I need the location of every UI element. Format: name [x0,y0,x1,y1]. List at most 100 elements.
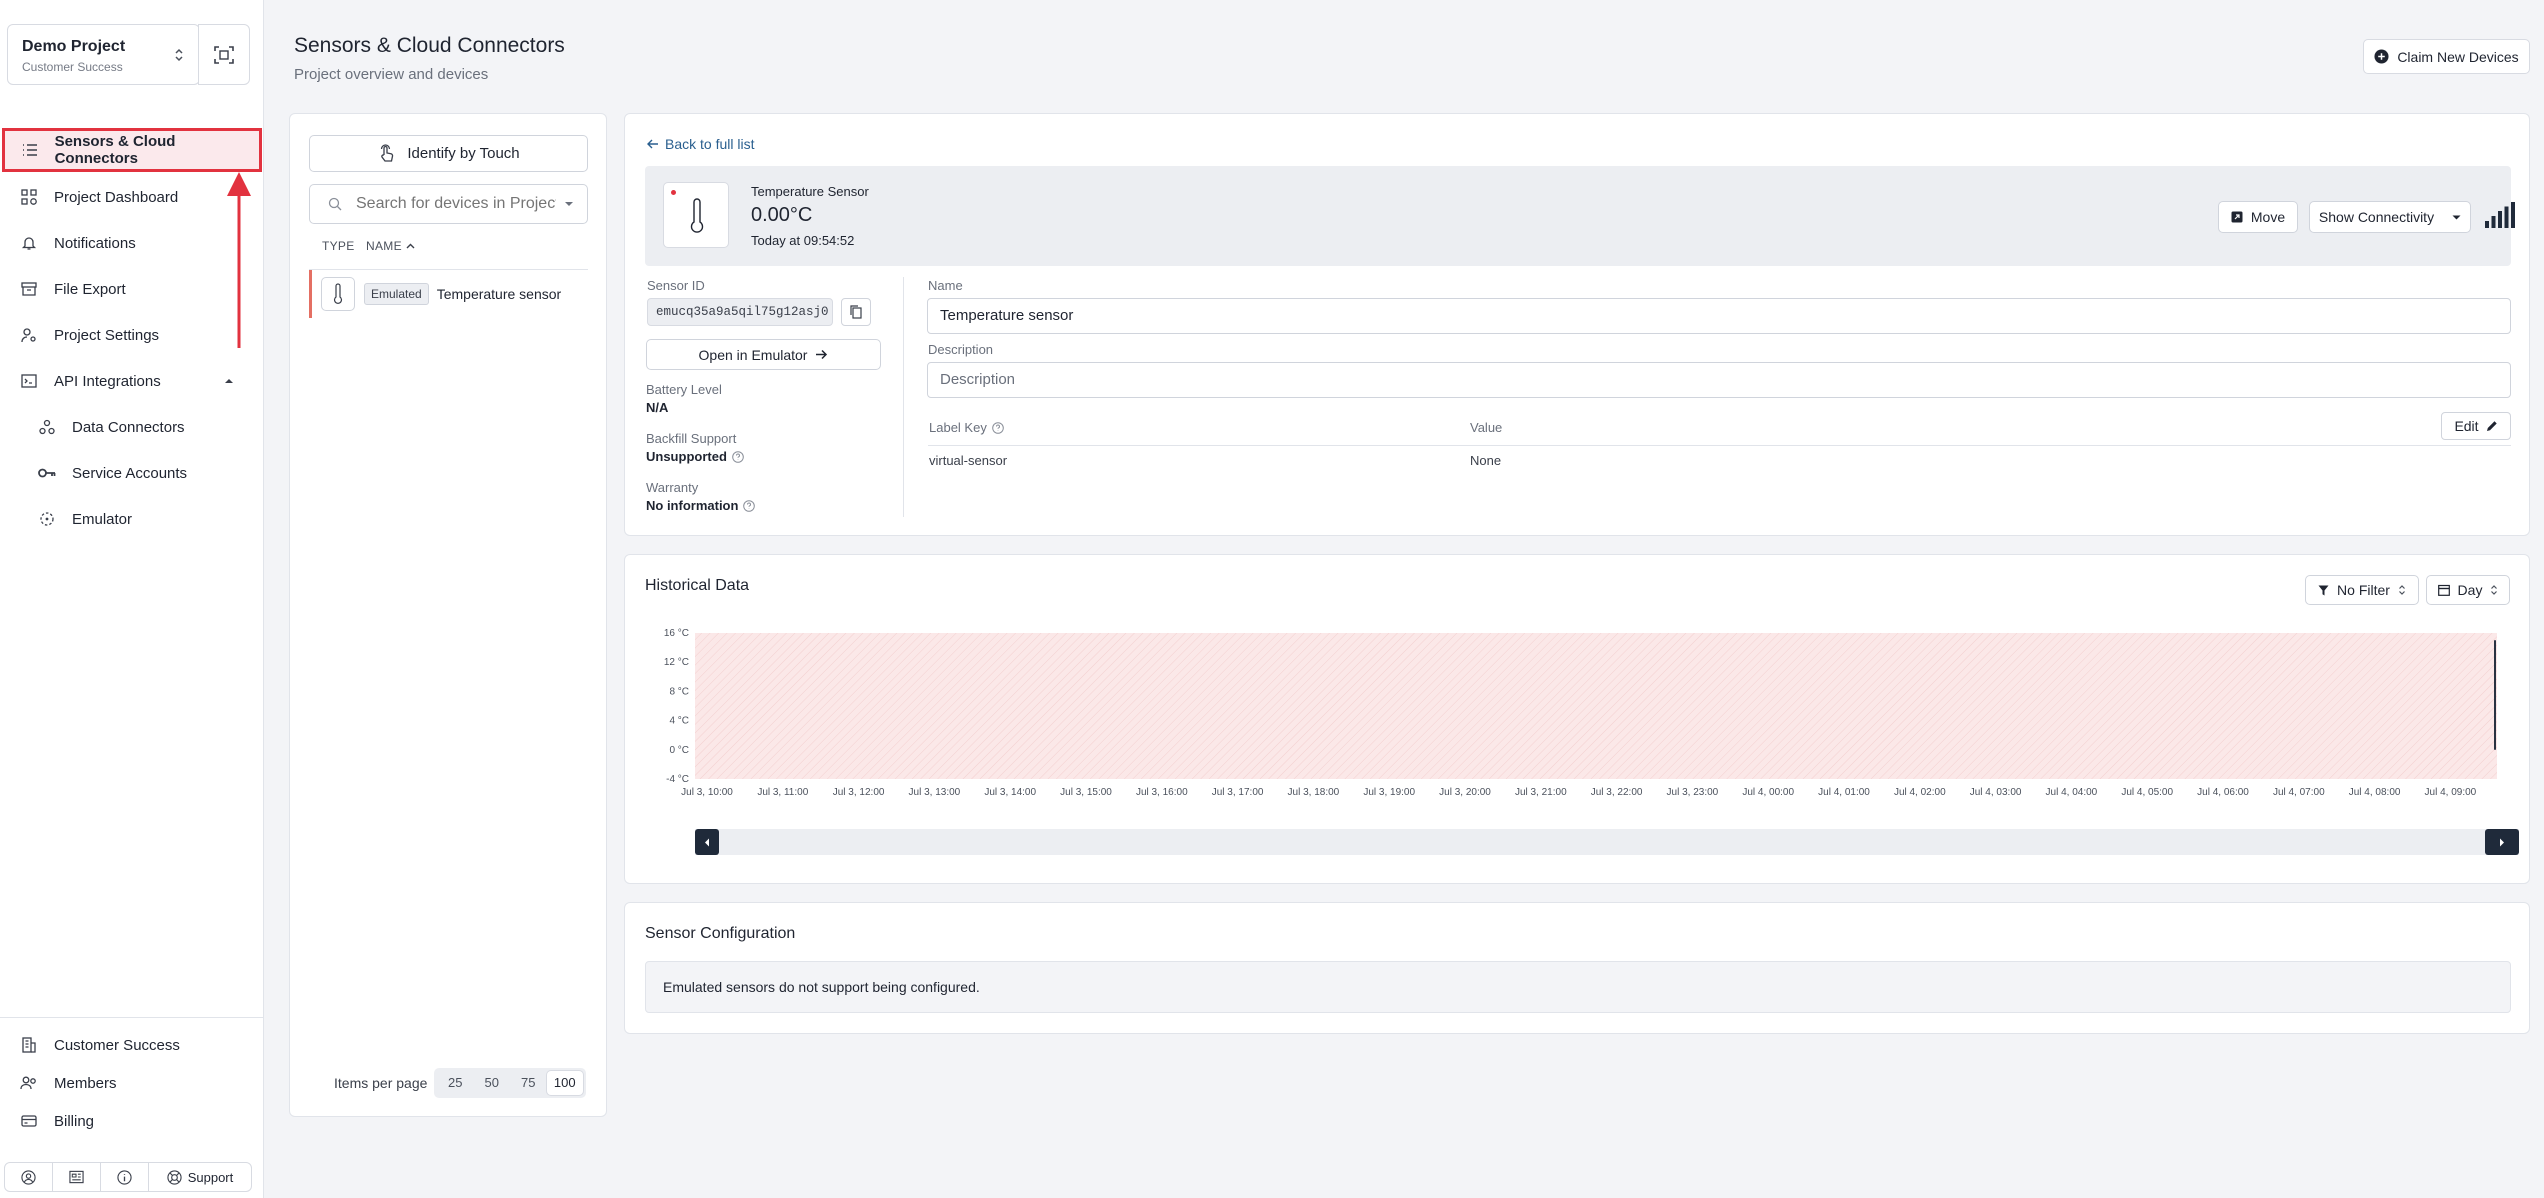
filter-button[interactable]: No Filter [2305,575,2419,605]
vertical-divider [903,277,904,517]
help-icon[interactable] [743,499,756,512]
move-icon [2231,211,2243,223]
sort-asc-icon [406,243,415,249]
plus-circle-icon [2374,49,2389,64]
claim-new-devices-button[interactable]: Claim New Devices [2363,39,2530,74]
sidebar-item-label: Members [54,1074,117,1092]
chart-scrollbar[interactable] [695,829,2519,855]
caret-left-icon [705,838,709,846]
sidebar-item-label: Notifications [54,234,136,252]
pencil-icon [2486,421,2497,431]
dashboard-icon [18,189,40,205]
label-key-cell: virtual-sensor [929,453,1008,468]
sensor-summary: Temperature Sensor 0.00°C Today at 09:54… [645,166,2515,266]
sidebar-item-notifications[interactable]: Notifications [4,223,260,263]
edit-labels-button[interactable]: Edit [2441,412,2511,440]
sidebar-item-file-export[interactable]: File Export [4,269,260,309]
sidebar-item-label: Service Accounts [72,464,188,482]
account-button[interactable] [5,1163,53,1191]
support-button[interactable]: Support [149,1163,251,1191]
x-tick-label: Jul 3, 10:00 [681,787,733,798]
range-button[interactable]: Day [2426,575,2510,605]
description-field[interactable]: Description [927,362,2511,398]
caret-down-icon[interactable] [564,201,574,207]
page-size-100[interactable]: 100 [546,1071,583,1095]
sidebar-item-service-accounts[interactable]: Service Accounts [4,453,260,493]
sidebar-divider [0,1017,264,1018]
historical-title: Historical Data [645,577,750,594]
status-dot [671,190,676,195]
y-tick-label: 16 °C [664,628,689,639]
device-search[interactable] [309,184,588,224]
project-name: Demo Project [22,38,126,55]
sidebar-item-emulator[interactable]: Emulator [4,499,260,539]
caret-down-icon [2452,215,2461,219]
list-icon [19,143,41,157]
chart-band [695,633,2497,779]
temperature-chart: 16 °C 12 °C 8 °C 4 °C 0 °C -4 °C Jul 3, 10:00… [664,628,2497,798]
newspaper-icon [69,1170,84,1184]
thermometer-icon [690,198,704,233]
x-tick-label: Jul 4, 06:00 [2197,787,2249,798]
archive-icon [18,281,40,297]
table-row[interactable]: Emulated Temperature sensor [309,270,588,318]
x-tick-label: Jul 3, 12:00 [833,787,885,798]
sensor-config-card: Sensor Configuration Emulated sensors do… [624,902,2530,1034]
annotation-arrow-icon [226,170,252,348]
column-header-name-label: NAME [366,239,402,253]
column-header-type[interactable]: TYPE [322,239,355,253]
page-subtitle: Project overview and devices [294,66,489,83]
identify-label: Identify by Touch [407,145,520,162]
user-circle-icon [21,1169,36,1185]
x-tick-label: Jul 3, 14:00 [984,787,1036,798]
sidebar-item-customer-success[interactable]: Customer Success [4,1025,260,1065]
sidebar-item-label: Customer Success [54,1036,180,1054]
scroll-right-button[interactable] [2485,829,2519,855]
page-size-25[interactable]: 25 [448,1075,463,1090]
bell-icon [18,235,40,251]
backfill-label: Backfill Support [646,431,737,446]
sidebar-item-api-integrations[interactable]: API Integrations [4,361,260,401]
device-name: Temperature sensor [436,286,562,302]
range-label: Day [2457,582,2483,598]
identify-by-touch-button[interactable]: Identify by Touch [309,135,588,172]
page-size-75[interactable]: 75 [521,1075,536,1090]
sidebar-item-project-settings[interactable]: Project Settings [4,315,260,355]
edit-label: Edit [2454,418,2479,434]
help-icon[interactable] [992,421,1004,434]
users-icon [18,1076,40,1090]
project-selector[interactable]: Demo Project Customer Success [7,24,200,85]
sidebar-item-billing[interactable]: Billing [4,1101,260,1141]
sidebar-item-sensors[interactable]: Sensors & Cloud Connectors [2,128,262,172]
y-tick-label: -4 °C [666,774,689,785]
emulator-icon [36,511,58,527]
x-tick-label: Jul 3, 20:00 [1439,787,1491,798]
scroll-left-button[interactable] [695,829,719,855]
show-connectivity-button[interactable]: Show Connectivity [2309,201,2471,233]
info-button[interactable] [101,1163,149,1191]
copy-id-button[interactable] [841,298,871,326]
reading-time: Today at 09:54:52 [751,233,855,248]
name-field[interactable]: Temperature sensor [927,298,2511,334]
move-button[interactable]: Move [2218,201,2298,233]
scan-button[interactable] [198,24,250,85]
description-label: Description [928,342,994,357]
page-size-50[interactable]: 50 [484,1075,499,1090]
back-to-list-link[interactable]: Back to full list [647,136,754,152]
sensor-id-label: Sensor ID [647,278,705,293]
search-input[interactable] [356,195,556,213]
column-header-name[interactable]: NAME [366,239,415,253]
caret-up-icon [224,378,234,384]
sidebar-item-members[interactable]: Members [4,1063,260,1103]
sensor-id-value: emucq35a9a5qil75g12asj0 [647,298,833,326]
filter-label: No Filter [2337,582,2390,598]
help-icon[interactable] [732,450,744,463]
sidebar-item-dashboard[interactable]: Project Dashboard [4,177,260,217]
y-tick-label: 8 °C [669,686,689,697]
updown-chevron-icon [174,47,184,63]
open-in-emulator-button[interactable]: Open in Emulator [646,339,881,370]
sidebar-item-data-connectors[interactable]: Data Connectors [4,407,260,447]
x-tick-label: Jul 4, 01:00 [1818,787,1870,798]
news-button[interactable] [53,1163,101,1191]
items-per-page-selector: 25 50 75 100 [434,1068,586,1098]
